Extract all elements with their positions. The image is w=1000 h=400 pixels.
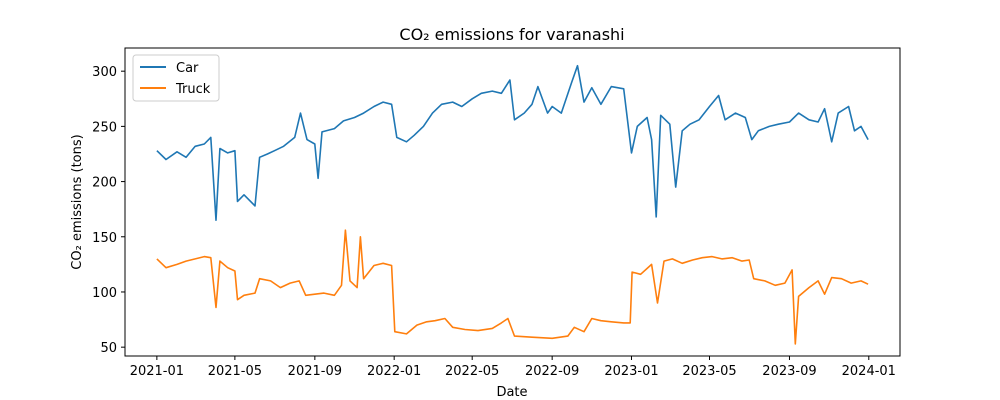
y-tick-label: 250	[92, 120, 117, 135]
x-axis: 2021-01 2021-05 2021-09 2022-01 2022-05 2022-…	[130, 356, 896, 379]
plot-area	[124, 47, 901, 357]
y-tick-label: 200	[92, 176, 117, 191]
y-axis: 50 100 150 200 250 300	[92, 65, 125, 356]
x-tick-label: 2023-09	[762, 364, 816, 379]
x-axis-label: Date	[496, 385, 527, 400]
x-tick-label: 2022-09	[525, 364, 579, 379]
y-tick-label: 150	[92, 231, 117, 246]
x-tick-label: 2023-01	[604, 364, 658, 379]
x-tick-label: 2022-01	[367, 364, 421, 379]
x-tick-label: 2022-05	[445, 364, 499, 379]
series-line-car	[156, 64, 869, 221]
series-line-truck	[156, 229, 869, 345]
x-tick-label: 2021-05	[208, 364, 262, 379]
y-tick-label: 50	[100, 341, 117, 356]
y-axis-label: CO₂ emissions (tons)	[70, 134, 85, 269]
legend-label-car: Car	[176, 61, 199, 76]
legend-label-truck: Truck	[175, 82, 211, 97]
y-tick-label: 300	[92, 65, 117, 80]
legend: Car Truck	[132, 54, 220, 102]
x-tick-label: 2021-09	[288, 364, 342, 379]
x-tick-label: 2023-05	[682, 364, 736, 379]
y-tick-label: 100	[92, 286, 117, 301]
series-layer	[156, 64, 869, 345]
x-tick-label: 2021-01	[130, 364, 184, 379]
chart-title: CO₂ emissions for varanashi	[399, 25, 624, 44]
plot-frame	[124, 47, 901, 357]
x-tick-label: 2024-01	[842, 364, 896, 379]
